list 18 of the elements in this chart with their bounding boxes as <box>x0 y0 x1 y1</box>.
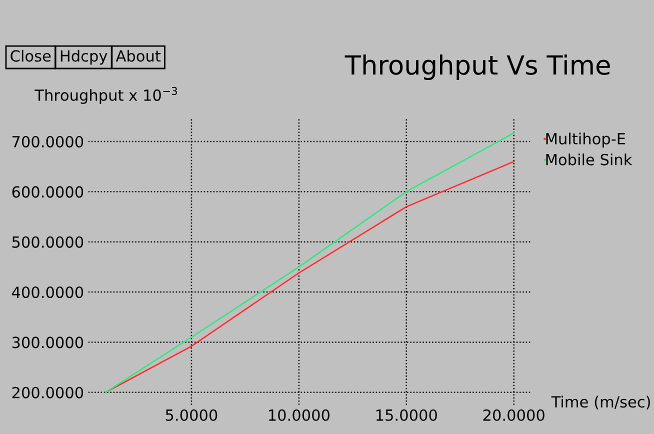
text: Close <box>10 50 51 62</box>
y-tick-label: 600.0000 <box>12 186 84 198</box>
x-tick-label: 15.0000 <box>376 409 437 421</box>
x-tick-label: 10.0000 <box>269 409 330 421</box>
text: Hdcpy <box>60 50 108 65</box>
y-tick-label: 500.0000 <box>12 236 84 248</box>
y-tick-label: 700.0000 <box>12 136 84 148</box>
y-axis-title: Throughput x 10$^{−3}$ <box>34 86 177 104</box>
x-axis-title: Time (m/sec) <box>551 396 650 410</box>
x-tick-label: 20.0000 <box>483 409 544 421</box>
x-tick-label: 5.0000 <box>166 409 218 421</box>
legend-label: Multihop-E <box>546 132 626 148</box>
y-tick-label: 200.0000 <box>12 386 84 398</box>
legend-label: Mobile Sink <box>546 154 632 166</box>
y-tick-label: 300.0000 <box>12 336 84 348</box>
chart-title: Throughput Vs Time <box>344 54 610 80</box>
text: About <box>116 50 161 62</box>
y-tick-label: 400.0000 <box>12 286 84 298</box>
